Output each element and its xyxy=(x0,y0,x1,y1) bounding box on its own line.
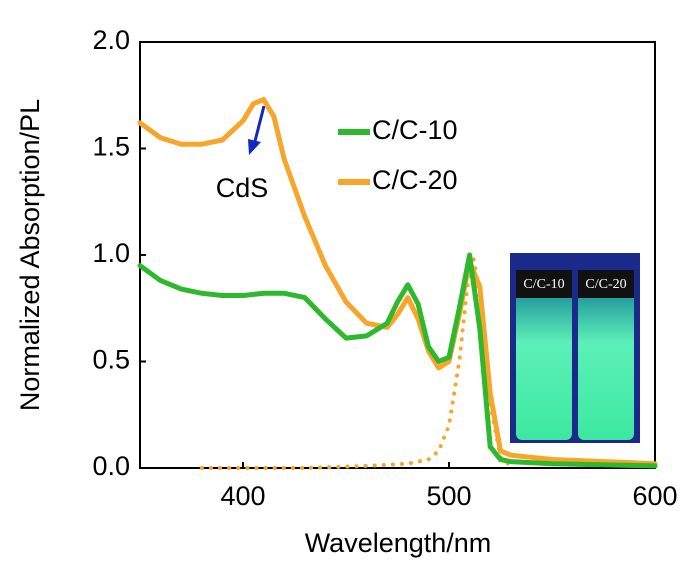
data-line xyxy=(137,97,658,467)
x-tick-label: 600 xyxy=(632,481,677,511)
y-tick-label: 0.0 xyxy=(92,451,130,481)
y-tick-label: 1.5 xyxy=(92,132,130,162)
legend-label: C/C-10 xyxy=(372,115,458,145)
vial-cap xyxy=(516,270,572,298)
vial-cap xyxy=(578,270,634,298)
vial xyxy=(516,290,572,440)
inset-photo: C/C-10 C/C-20 xyxy=(510,253,640,443)
vial xyxy=(578,290,634,440)
x-axis-label: Wavelength/nm xyxy=(305,528,492,558)
legend-label: C/C-20 xyxy=(372,165,458,195)
annotation-arrow xyxy=(248,105,266,155)
annotation: CdS xyxy=(216,173,269,203)
y-tick-label: 2.0 xyxy=(92,25,130,55)
x-tick-label: 400 xyxy=(220,481,265,511)
x-tick-label: 500 xyxy=(426,481,471,511)
inset-label: C/C-20 xyxy=(585,277,626,292)
y-tick-label: 1.0 xyxy=(92,238,130,268)
data-line xyxy=(137,252,658,469)
y-tick-label: 0.5 xyxy=(92,345,130,375)
inset-label: C/C-10 xyxy=(523,277,564,292)
y-axis-label: Normalized Absorption/PL xyxy=(15,99,45,411)
